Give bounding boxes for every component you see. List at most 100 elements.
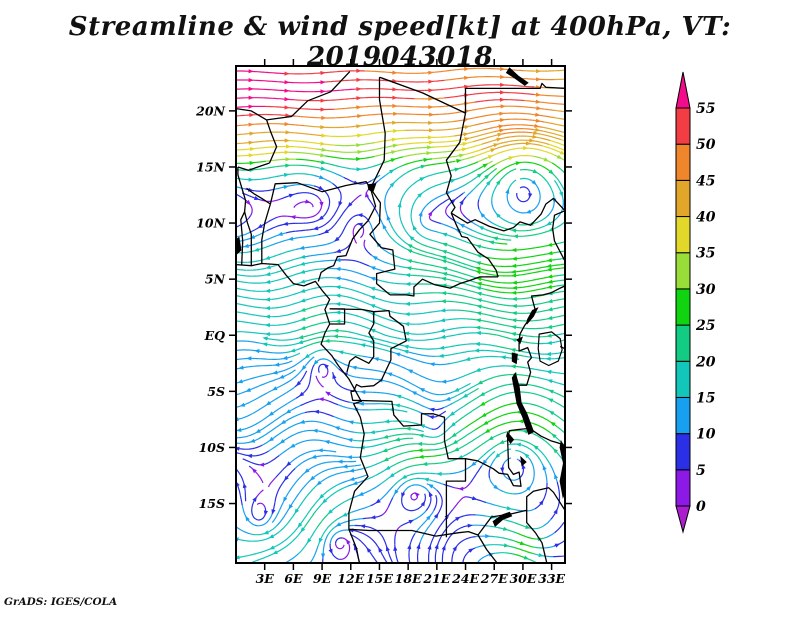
flow-arrow-icon xyxy=(263,510,268,516)
flow-arrow-icon xyxy=(535,118,542,123)
flow-arrow-icon xyxy=(511,256,517,261)
flow-arrow-icon xyxy=(321,147,327,152)
flow-arrow-icon xyxy=(458,486,464,491)
streamline xyxy=(236,400,565,527)
flow-arrow-icon xyxy=(484,428,491,433)
flow-arrow-icon xyxy=(441,242,448,247)
flow-arrow-icon xyxy=(422,461,428,467)
flow-arrow-icon xyxy=(546,263,552,268)
flow-arrow-icon xyxy=(479,391,486,397)
country-border xyxy=(445,112,467,214)
flow-arrow-icon xyxy=(490,148,496,153)
lake-nasser xyxy=(505,67,529,86)
flow-arrow-icon xyxy=(440,308,446,313)
flow-arrow-icon xyxy=(404,337,410,342)
flow-arrow-icon xyxy=(352,481,358,485)
streamline xyxy=(410,160,565,261)
flow-arrow-icon xyxy=(475,261,482,266)
streamline xyxy=(332,372,479,412)
flow-arrow-icon xyxy=(510,273,517,278)
streamline xyxy=(236,118,565,138)
flow-arrow-icon xyxy=(322,498,328,504)
flow-arrow-icon xyxy=(391,150,397,155)
flow-arrow-icon xyxy=(245,199,251,206)
country-border xyxy=(477,534,498,563)
flow-arrow-icon xyxy=(370,277,376,281)
flow-arrow-icon xyxy=(249,131,255,136)
flow-arrow-icon xyxy=(284,121,290,127)
streamline xyxy=(427,442,548,563)
flow-arrow-icon xyxy=(475,244,482,249)
flow-arrow-icon xyxy=(320,70,326,76)
flow-arrow-icon xyxy=(297,340,304,344)
flow-arrow-icon xyxy=(409,235,415,241)
flow-arrow-icon xyxy=(441,250,447,254)
flow-arrow-icon xyxy=(304,353,310,359)
flow-arrow-icon xyxy=(407,369,414,374)
flow-arrow-icon xyxy=(476,254,482,259)
flow-arrow-icon xyxy=(546,369,552,375)
flow-arrow-icon xyxy=(392,128,399,134)
streamline xyxy=(236,397,408,439)
flow-arrow-icon xyxy=(328,548,333,555)
flow-arrow-icon xyxy=(312,428,318,433)
flow-arrow-icon xyxy=(360,390,366,395)
flow-arrow-icon xyxy=(547,315,553,320)
flow-arrow-icon xyxy=(311,454,317,459)
flow-arrow-icon xyxy=(406,259,413,264)
flow-arrow-icon xyxy=(511,247,517,253)
streamline xyxy=(441,521,565,563)
flow-arrow-icon xyxy=(417,192,423,198)
flow-arrow-icon xyxy=(369,287,376,291)
flow-arrow-icon xyxy=(297,522,303,528)
flow-arrow-icon xyxy=(320,98,326,103)
flow-arrow-icon xyxy=(347,438,353,443)
flow-arrow-icon xyxy=(529,138,535,143)
streamline xyxy=(236,163,381,185)
flow-arrow-icon xyxy=(482,420,489,426)
flow-arrow-icon xyxy=(320,80,326,85)
flow-arrow-icon xyxy=(510,269,516,274)
streamline xyxy=(236,104,565,120)
flow-arrow-icon xyxy=(554,543,561,548)
flow-arrow-icon xyxy=(553,508,558,515)
lat-label: 10N xyxy=(196,216,225,231)
flow-arrow-icon xyxy=(418,211,423,217)
flow-arrow-icon xyxy=(318,215,324,221)
streamline xyxy=(505,177,541,214)
flow-arrow-icon xyxy=(559,191,564,198)
lake-bangweulu xyxy=(520,455,527,467)
flow-arrow-icon xyxy=(538,553,544,558)
colorbar-label: 45 xyxy=(696,173,715,189)
streamline xyxy=(348,524,394,563)
flow-arrow-icon xyxy=(320,160,327,165)
country-border xyxy=(465,427,530,487)
flow-arrow-icon xyxy=(441,232,448,237)
flow-arrow-icon xyxy=(389,472,395,478)
country-border xyxy=(464,82,565,114)
streamline xyxy=(321,450,496,563)
flow-arrow-icon xyxy=(429,128,435,133)
flow-arrow-icon xyxy=(456,159,462,164)
streamline xyxy=(236,310,565,338)
flow-arrow-icon xyxy=(481,412,487,418)
flow-arrow-icon xyxy=(420,164,427,169)
flow-arrow-icon xyxy=(547,398,554,403)
colorbar-label: 35 xyxy=(696,246,715,262)
flow-arrow-icon xyxy=(419,388,425,393)
flow-arrow-icon xyxy=(356,124,362,129)
flow-arrow-icon xyxy=(441,544,446,551)
flow-arrow-icon xyxy=(356,77,362,82)
flow-arrow-icon xyxy=(440,255,447,260)
flow-arrow-icon xyxy=(505,188,510,194)
flow-arrow-icon xyxy=(464,137,470,142)
flow-arrow-icon xyxy=(348,420,354,425)
flow-arrow-icon xyxy=(547,379,553,384)
flow-arrow-icon xyxy=(512,234,518,239)
flow-arrow-icon xyxy=(418,433,424,438)
streamline xyxy=(236,192,324,238)
flow-arrow-icon xyxy=(450,422,456,427)
flow-arrow-icon xyxy=(455,516,461,522)
